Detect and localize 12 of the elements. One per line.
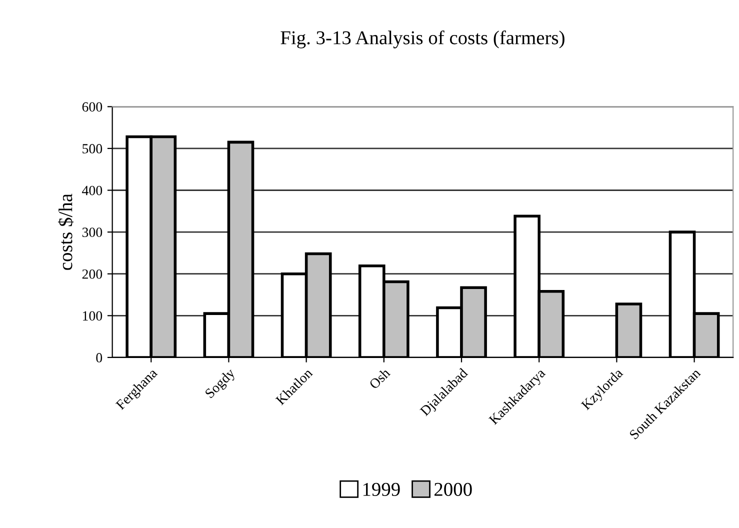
x-tick-label: Osh bbox=[368, 367, 391, 390]
y-tick-label: 0 bbox=[96, 353, 102, 362]
legend-label: 1999 bbox=[363, 482, 400, 496]
y-axis-title: costs $/ha bbox=[58, 194, 74, 270]
legend-label: 2000 bbox=[434, 482, 472, 496]
y-tick-label: 400 bbox=[82, 186, 102, 196]
y-tick-label: 100 bbox=[82, 311, 102, 321]
y-tick-label: 500 bbox=[82, 144, 102, 154]
chart-title: Fig. 3-13 Analysis of costs (farmers) bbox=[280, 30, 564, 48]
y-tick-label: 600 bbox=[82, 102, 102, 112]
y-tick-label: 300 bbox=[82, 228, 102, 238]
y-tick-label: 200 bbox=[82, 269, 102, 279]
